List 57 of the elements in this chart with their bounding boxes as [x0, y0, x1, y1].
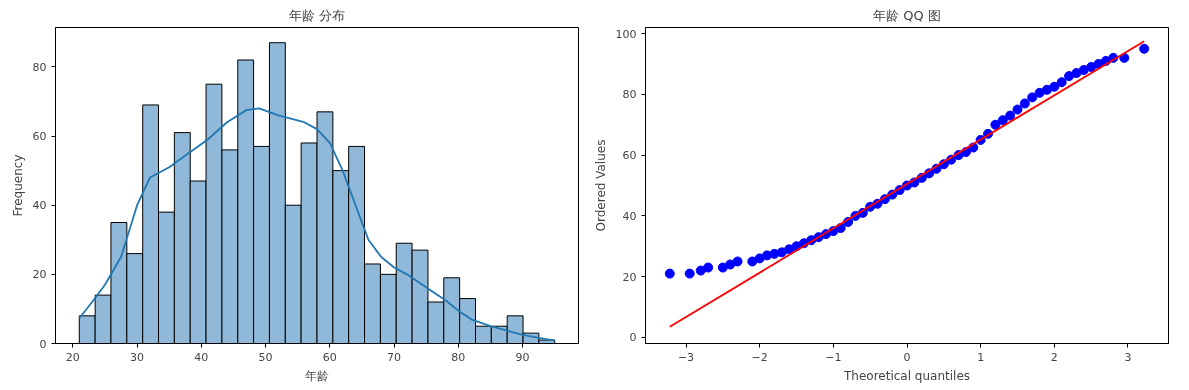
y-tick-label: 0 — [629, 331, 637, 345]
y-axis-title: Ordered Values — [593, 139, 608, 232]
point — [997, 115, 1008, 126]
y-tick-label: 100 — [615, 27, 637, 41]
x-tick-label: −3 — [677, 350, 695, 364]
y-tick-label: 60 — [32, 130, 47, 144]
point — [1056, 77, 1067, 88]
point — [1139, 43, 1150, 54]
point — [1049, 81, 1060, 92]
chart-title: 年龄 QQ 图 — [873, 7, 941, 23]
y-tick-label: 0 — [39, 337, 47, 351]
point — [1034, 87, 1045, 98]
point — [1078, 65, 1089, 76]
point — [747, 256, 758, 267]
y-axis-title: Frequency — [10, 154, 25, 217]
y-tick-label: 40 — [32, 199, 47, 213]
x-tick-label: −2 — [751, 350, 768, 364]
x-tick-label: 0 — [903, 350, 911, 364]
point — [703, 262, 714, 273]
x-tick-label: 20 — [65, 350, 80, 364]
x-tick-label: 2 — [1050, 350, 1058, 364]
x-axis-title: 年龄 — [305, 368, 329, 383]
x-tick-label: 50 — [258, 350, 273, 364]
point — [1064, 71, 1075, 82]
x-tick-label: 80 — [451, 350, 466, 364]
point — [990, 119, 1001, 130]
point — [754, 253, 765, 264]
x-axis-title: Theoretical quantiles — [842, 368, 971, 383]
x-tick-label: 60 — [322, 350, 337, 364]
x-tick-label: 40 — [194, 350, 209, 364]
y-tick-label: 60 — [622, 149, 637, 163]
point — [684, 268, 695, 279]
point — [1019, 98, 1030, 109]
point — [725, 259, 736, 270]
x-tick-label: 30 — [130, 350, 145, 364]
point — [1071, 68, 1082, 79]
chart-title: 年龄 分布 — [288, 7, 346, 23]
y-tick-label: 20 — [622, 270, 637, 284]
point — [776, 247, 787, 258]
y-tick-label: 80 — [622, 88, 637, 102]
line-series — [78, 107, 556, 342]
x-tick-label: 90 — [515, 350, 530, 364]
point — [1005, 110, 1016, 121]
y-tick-label: 80 — [32, 60, 47, 74]
point — [1041, 84, 1052, 95]
x-tick-label: 1 — [977, 350, 985, 364]
x-tick-label: 70 — [387, 350, 402, 364]
point — [1012, 104, 1023, 115]
x-tick-label: −1 — [825, 350, 842, 364]
point — [664, 268, 675, 279]
x-tick-label: 3 — [1124, 350, 1132, 364]
point — [732, 256, 743, 267]
point — [1027, 92, 1038, 103]
point — [1119, 52, 1130, 63]
point — [717, 262, 728, 273]
y-tick-label: 40 — [622, 209, 637, 223]
y-tick-label: 20 — [32, 268, 47, 282]
